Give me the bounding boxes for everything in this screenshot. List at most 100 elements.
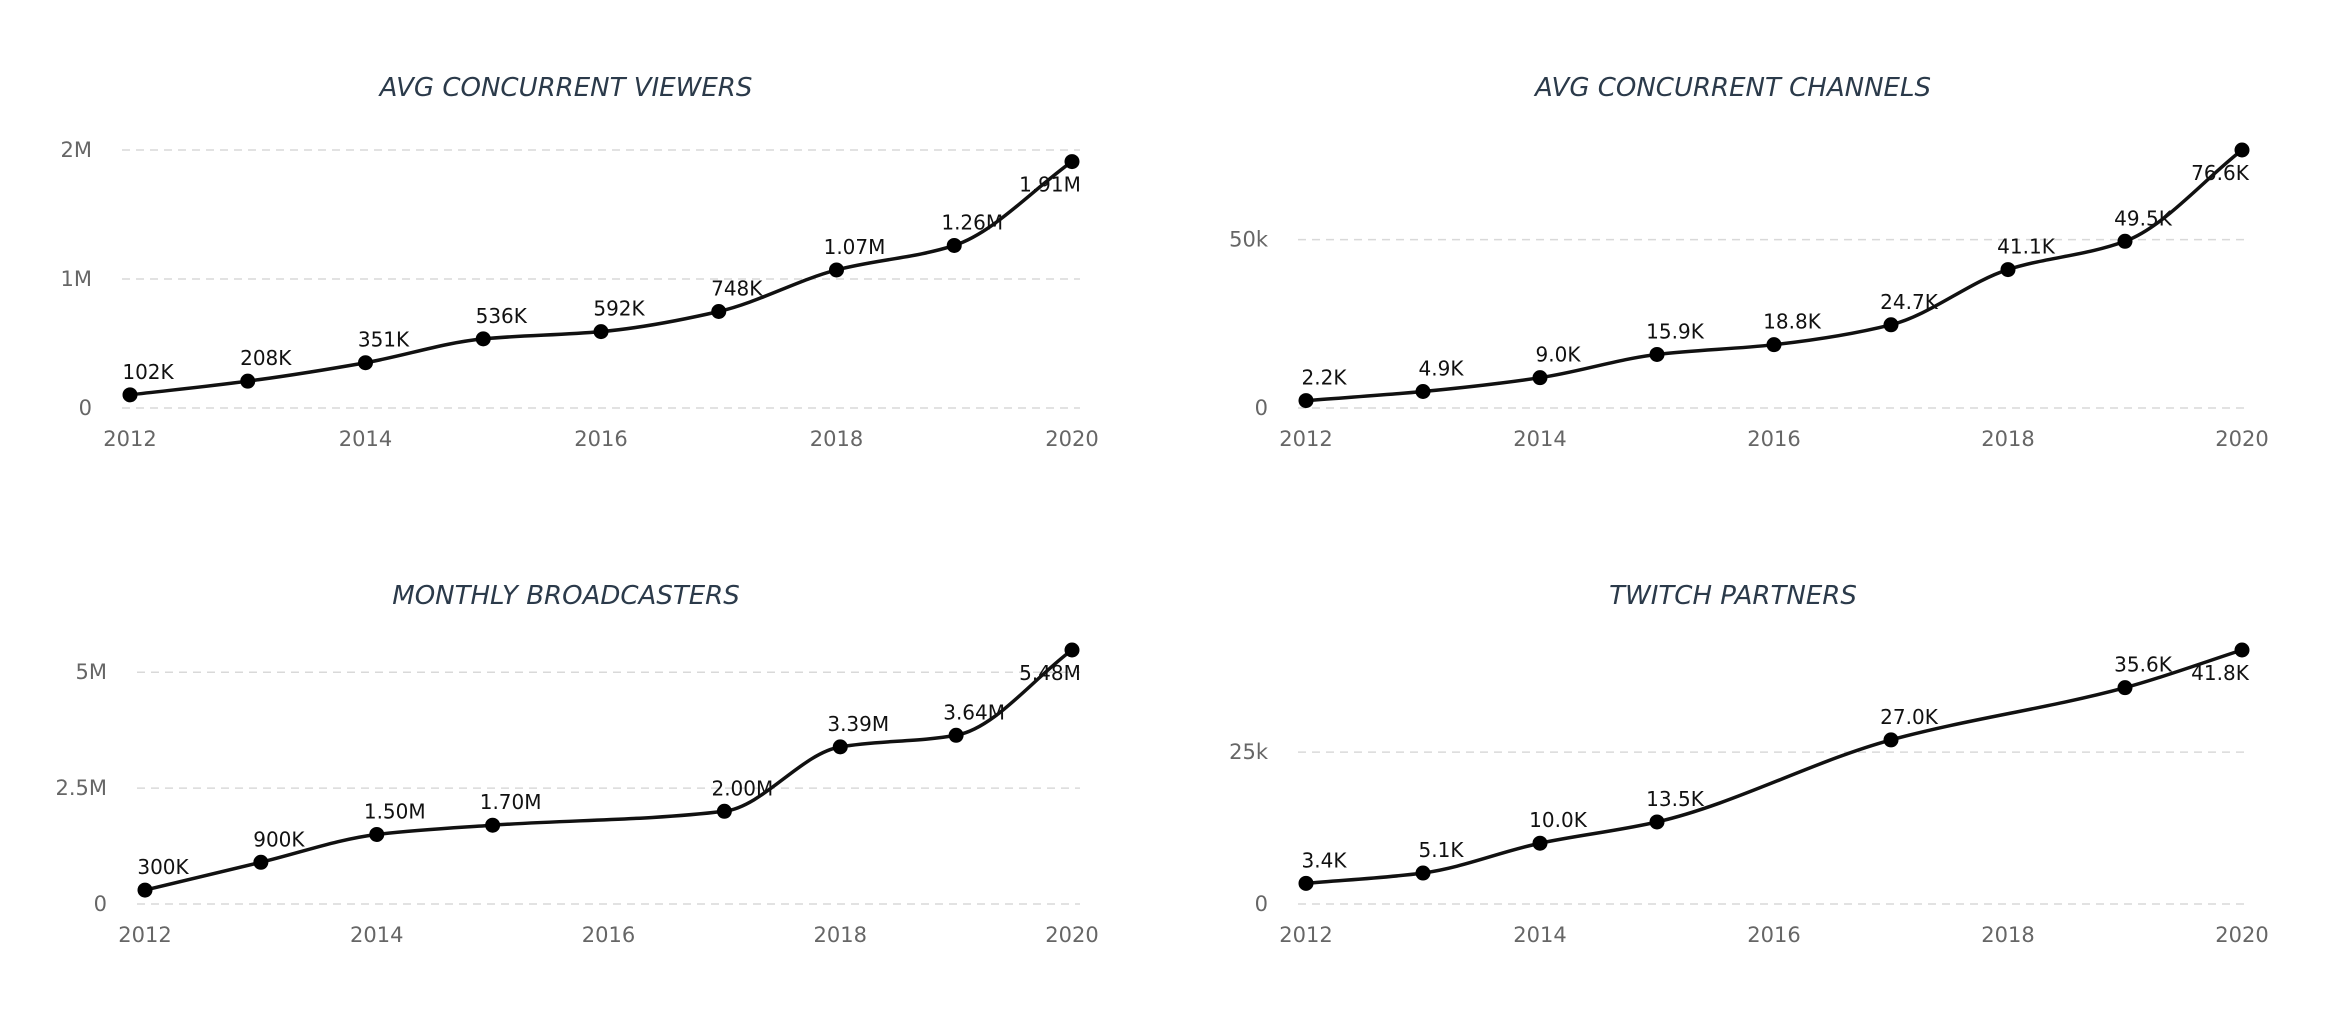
chart-title: TWITCH PARTNERS [1609, 581, 1857, 611]
data-point [2117, 233, 2133, 249]
data-label: 1.70M [480, 790, 542, 814]
chart-title: AVG CONCURRENT VIEWERS [378, 73, 753, 103]
x-tick-label: 2020 [2215, 427, 2268, 451]
data-label: 1.50M [364, 799, 426, 823]
data-point [946, 237, 962, 253]
data-label: 748K [711, 277, 763, 301]
data-label: 300K [137, 855, 189, 879]
data-point [1766, 337, 1782, 353]
data-label: 9.0K [1536, 343, 1582, 367]
x-tick-label: 2018 [810, 427, 863, 451]
chart-svg: MONTHLY BROADCASTERS 0 2.5M 5M 2012 2014 2016 2… [55, 581, 1098, 947]
data-point [716, 803, 732, 819]
x-tick-label: 2014 [339, 427, 392, 451]
data-label: 15.9K [1646, 319, 1705, 343]
x-tick-label: 2014 [1513, 427, 1566, 451]
data-point [2234, 642, 2250, 658]
data-point [1415, 383, 1431, 399]
y-tick-label: 50k [1229, 228, 1269, 252]
series-line [144, 648, 1074, 892]
data-point [240, 373, 256, 389]
x-tick-label: 2020 [1045, 923, 1098, 947]
data-point [1649, 346, 1665, 362]
y-tick-label: 5M [76, 660, 107, 684]
x-tick-label: 2012 [118, 923, 171, 947]
data-point [711, 304, 727, 320]
data-label: 41.1K [1997, 235, 2056, 259]
data-point [1064, 642, 1080, 658]
data-label: 3.64M [943, 700, 1005, 724]
x-tick-label: 2012 [1279, 923, 1332, 947]
chart-panel-viewers: AVG CONCURRENT VIEWERS 0 1M 2M 2012 2014 2016 2… [0, 0, 1166, 508]
data-point [1298, 875, 1314, 891]
chart-panel-channels: AVG CONCURRENT CHANNELS 0 50k 2012 2014 2016 2… [1166, 0, 2332, 508]
x-tick-label: 2012 [1279, 427, 1332, 451]
y-tick-label: 0 [79, 396, 92, 420]
data-label: 2.00M [711, 776, 773, 800]
data-point [1649, 814, 1665, 830]
x-tick-label: 2014 [1513, 923, 1566, 947]
data-label: 24.7K [1880, 290, 1939, 314]
x-tick-label: 2014 [350, 923, 403, 947]
data-point [948, 727, 964, 743]
y-tick-label: 2.5M [55, 776, 107, 800]
data-point [2234, 142, 2250, 158]
data-point [1298, 393, 1314, 409]
x-tick-label: 2018 [814, 923, 867, 947]
data-label: 10.0K [1529, 808, 1588, 832]
y-tick-label: 0 [94, 892, 107, 916]
data-label: 208K [240, 346, 292, 370]
data-point [475, 331, 491, 347]
data-label: 41.8K [2191, 661, 2250, 685]
chart-svg: AVG CONCURRENT VIEWERS 0 1M 2M 2012 2014 2016 2… [61, 73, 1099, 451]
data-label: 4.9K [1419, 356, 1465, 380]
data-point [2000, 262, 2016, 278]
data-point [829, 262, 844, 278]
chart-title: AVG CONCURRENT CHANNELS [1533, 73, 1931, 103]
data-label: 5.48M [1019, 661, 1081, 685]
series-line [1305, 148, 2244, 403]
data-point [137, 882, 153, 898]
data-point [1532, 370, 1548, 386]
chart-title: MONTHLY BROADCASTERS [392, 581, 739, 611]
data-label: 76.6K [2191, 161, 2250, 185]
chart-svg: TWITCH PARTNERS 0 25k 2012 2014 2016 2018 2020 3… [1229, 581, 2269, 947]
x-tick-label: 2020 [1045, 427, 1098, 451]
data-point [832, 739, 848, 755]
x-tick-label: 2020 [2215, 923, 2268, 947]
data-label: 900K [253, 827, 305, 851]
data-point [1532, 835, 1548, 851]
y-tick-label: 25k [1229, 740, 1269, 764]
chart-svg: AVG CONCURRENT CHANNELS 0 50k 2012 2014 2016 2… [1229, 73, 2269, 451]
data-point [1064, 154, 1080, 170]
data-point [253, 854, 269, 870]
data-label: 1.07M [824, 235, 886, 259]
data-label: 2.2K [1302, 366, 1348, 390]
data-label: 35.6K [2114, 653, 2173, 677]
x-tick-label: 2016 [582, 923, 635, 947]
data-point [593, 324, 609, 340]
chart-panel-partners: TWITCH PARTNERS 0 25k 2012 2014 2016 2018 2020 3… [1166, 508, 2332, 1016]
series-line [129, 160, 1074, 397]
data-label: 5.1K [1419, 838, 1465, 862]
x-tick-label: 2016 [1747, 427, 1800, 451]
data-label: 1.91M [1019, 173, 1081, 197]
data-point [1883, 732, 1899, 748]
x-tick-label: 2016 [574, 427, 627, 451]
x-tick-label: 2018 [1981, 427, 2034, 451]
data-label: 49.5K [2114, 206, 2173, 230]
data-label: 1.26M [941, 210, 1003, 234]
data-point [485, 817, 501, 833]
x-tick-label: 2012 [103, 427, 156, 451]
data-label: 351K [358, 328, 410, 352]
data-point [1415, 865, 1431, 881]
y-tick-label: 2M [61, 138, 92, 162]
data-label: 13.5K [1646, 787, 1705, 811]
data-point [1883, 317, 1899, 333]
x-tick-label: 2018 [1981, 923, 2034, 947]
data-point [2117, 680, 2133, 696]
y-tick-label: 0 [1255, 396, 1268, 420]
data-label: 27.0K [1880, 705, 1939, 729]
data-point [358, 355, 373, 371]
data-point [122, 387, 138, 403]
